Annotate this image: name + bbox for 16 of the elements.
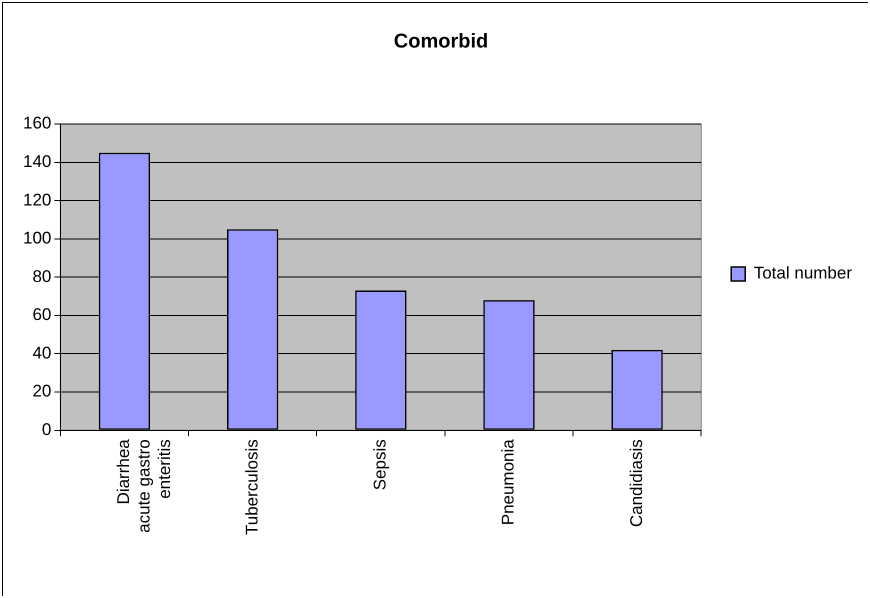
y-tick-label: 100 bbox=[22, 228, 52, 248]
y-tick-label: 40 bbox=[32, 343, 52, 362]
legend-label: Total number bbox=[754, 264, 852, 283]
y-tick-label: 0 bbox=[42, 420, 52, 439]
y-tick-label: 160 bbox=[22, 114, 52, 133]
y-tick-label: 60 bbox=[32, 305, 52, 324]
x-tick-label: Candidiasis bbox=[626, 439, 646, 528]
y-tick-label: 120 bbox=[22, 190, 52, 210]
x-tick-label: Tuberculosis bbox=[242, 439, 262, 536]
y-tick-label: 140 bbox=[22, 152, 52, 171]
chart-title: Comorbid bbox=[394, 30, 488, 53]
x-tick-label: Sepsis bbox=[370, 439, 390, 490]
y-tick-label: 20 bbox=[32, 382, 52, 401]
x-tick-label: Pneumonia bbox=[498, 438, 518, 526]
y-tick-label: 80 bbox=[32, 266, 52, 286]
x-tick-label: Diarrhea acute gastro enteritis bbox=[114, 438, 174, 533]
